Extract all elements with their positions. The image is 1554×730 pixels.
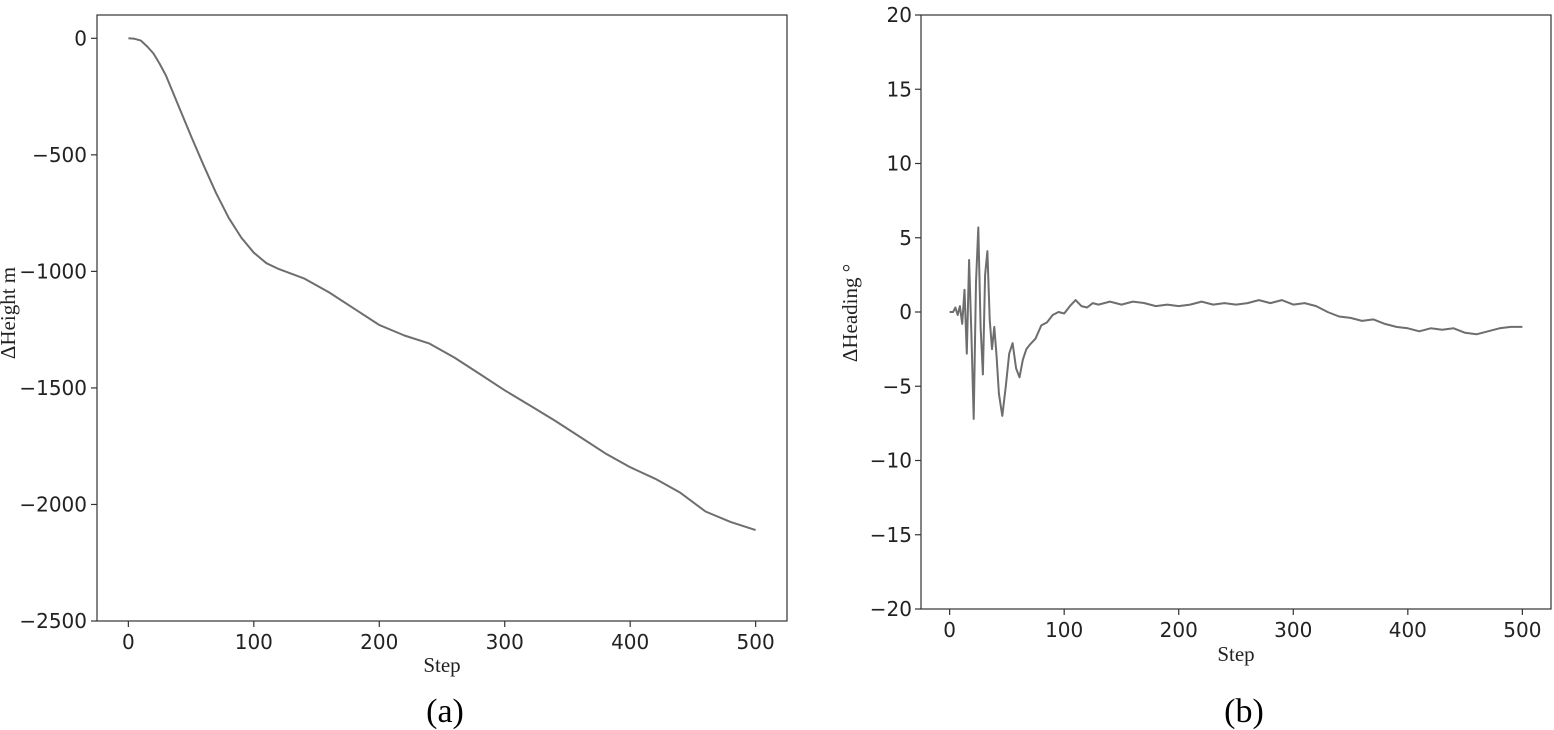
y-axis-label: ΔHeading ° <box>838 264 862 362</box>
y-tick-label: −1500 <box>19 376 87 400</box>
x-tick-label: 300 <box>486 630 524 654</box>
x-tick-label: 100 <box>1045 618 1083 642</box>
x-tick-label: 400 <box>611 630 649 654</box>
chart-panel-1: 0 100 200 300 400 500 0 −500 −1000 −1500 −2000 −250… <box>0 14 788 730</box>
y-tick-label: −10 <box>870 449 912 473</box>
y-tick-label: −500 <box>32 143 87 167</box>
series-line-1 <box>128 37 756 532</box>
x-tick-label: 300 <box>1274 618 1312 642</box>
x-tick-label: 400 <box>1389 618 1427 642</box>
plot-frame <box>920 14 1552 610</box>
y-tick-label: −2000 <box>19 492 87 516</box>
series-line-1 <box>949 226 1523 420</box>
x-axis-label: Step <box>423 653 460 677</box>
x-tick-label: 500 <box>737 630 775 654</box>
y-tick-label: 10 <box>887 152 912 176</box>
y-tick-label: 0 <box>74 26 87 50</box>
y-tick-label: 15 <box>887 77 912 101</box>
chart-panel-2: 0 100 200 300 400 500 20 15 10 5 0 −5 −10 −15 −20 Step Δ… <box>838 3 1552 730</box>
y-tick-label: −20 <box>870 597 912 621</box>
x-tick-label: 100 <box>235 630 273 654</box>
y-axis-label: ΔHeight m <box>0 267 20 359</box>
y-tick-label: 20 <box>887 3 912 27</box>
plot-frame <box>96 14 788 622</box>
x-tick-label: 500 <box>1503 618 1541 642</box>
y-tick-label: −2500 <box>19 609 87 633</box>
x-tick-label: 200 <box>1160 618 1198 642</box>
panel-caption: (b) <box>1224 693 1264 730</box>
y-tick-label: 5 <box>899 226 912 250</box>
x-tick-label: 0 <box>943 618 956 642</box>
y-tick-label: −15 <box>870 523 912 547</box>
y-tick-label: −1000 <box>19 259 87 283</box>
y-tick-label: 0 <box>899 300 912 324</box>
y-tick-label: −5 <box>883 374 912 398</box>
panel-caption: (a) <box>426 693 464 730</box>
x-tick-label: 200 <box>360 630 398 654</box>
x-axis-label: Step <box>1217 642 1254 666</box>
x-tick-label: 0 <box>122 630 135 654</box>
